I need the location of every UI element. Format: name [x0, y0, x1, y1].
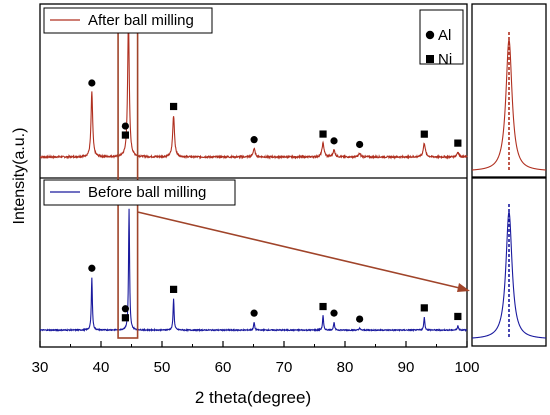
ni-marker: [319, 302, 327, 311]
al-legend-label: Al: [438, 27, 451, 44]
ni-marker: [169, 102, 178, 111]
ni-marker: [454, 139, 462, 147]
x-tick-label: 70: [276, 359, 293, 376]
ni-marker: [454, 312, 462, 321]
al-marker: [250, 136, 258, 144]
y-axis-title: Intensity(a.u.): [11, 128, 28, 225]
ni-marker: [319, 130, 327, 138]
legend-before: Before ball milling: [43, 179, 236, 206]
al-marker: [330, 309, 338, 317]
main-plot-frame: [39, 3, 468, 348]
legend-after-label: After ball milling: [88, 12, 194, 29]
ni-marker: [121, 131, 129, 139]
zoom-arrow-line: [137, 211, 469, 291]
legend-after: After ball milling: [43, 7, 213, 34]
al-marker: [356, 140, 364, 149]
zoom-inset-top-frame: [471, 3, 547, 178]
series-line-before: [39, 208, 468, 333]
legend-before-label: Before ball milling: [88, 184, 206, 201]
after-milling-panel: [39, 19, 468, 160]
ni-marker: [121, 314, 129, 322]
symbol-legend: Al Ni: [419, 9, 464, 68]
al-marker: [121, 305, 129, 313]
zoom-inset-bottom-frame: [471, 177, 547, 347]
x-axis-ticks: 30 40 50 60 70 80 90 100: [32, 341, 480, 376]
ni-marker: [420, 304, 428, 312]
x-tick-label: 100: [454, 359, 479, 376]
al-marker: [356, 315, 364, 323]
ni-marker: [420, 130, 428, 138]
x-tick-label: 90: [398, 359, 415, 376]
al-marker: [250, 309, 258, 317]
zoom-arrowhead: [457, 283, 470, 292]
x-tick-label: 80: [337, 359, 354, 376]
ni-marker: [169, 285, 178, 293]
al-legend-marker: [425, 30, 435, 40]
al-marker: [88, 264, 96, 272]
x-tick-label: 40: [93, 359, 110, 376]
after-milling-zoom-inset: [471, 32, 547, 171]
al-marker: [121, 122, 129, 130]
before-milling-zoom-inset: [471, 204, 547, 339]
ni-legend-label: Ni: [438, 51, 452, 68]
before-milling-panel: [39, 208, 468, 333]
series-line-after: [39, 19, 468, 160]
x-tick-label: 30: [32, 359, 49, 376]
al-marker: [330, 137, 338, 145]
x-axis-title: 2 theta(degree): [195, 388, 311, 407]
x-tick-label: 60: [215, 359, 232, 376]
al-marker: [88, 79, 96, 87]
x-tick-label: 50: [154, 359, 171, 376]
ni-legend-marker: [426, 55, 434, 63]
